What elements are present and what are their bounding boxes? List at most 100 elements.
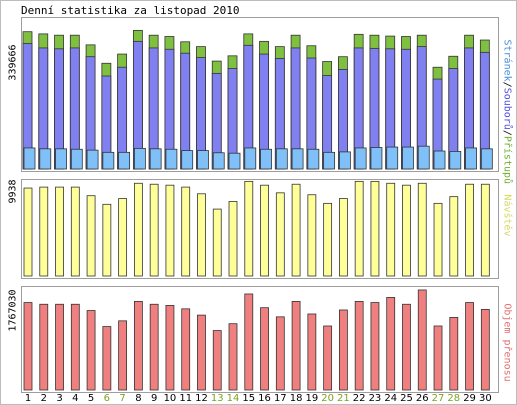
bar-stranek [402,146,414,170]
bar-navstev [449,196,459,277]
bar-navstev [338,198,348,277]
bar-navstev [86,195,96,277]
day-label: 24 [384,393,397,404]
top-panel-frame [21,17,499,172]
bar-prenos [23,302,33,391]
day-label: 11 [179,393,192,404]
bar-stranek [275,148,288,170]
day-label: 6 [104,393,110,404]
bar-stranek [23,147,36,170]
day-label: 21 [337,393,350,404]
day-label: 20 [321,393,334,404]
bar-navstev [165,184,175,277]
bar-prenos [102,326,112,391]
bar-stranek [465,147,477,170]
bar-prenos [70,303,80,391]
bar-stranek [417,145,430,170]
bar-prenos [86,310,96,391]
day-label: 2 [41,393,47,404]
day-label: 4 [72,393,78,404]
bar-navstev [118,198,128,277]
day-label: 13 [211,393,224,404]
bar-prenos [39,303,49,391]
bar-stranek [338,151,351,170]
bottom-panel-frame [21,286,499,393]
bar-navstev [55,186,64,277]
day-label: 14 [227,393,240,404]
bar-stranek [354,147,367,170]
bar-stranek [480,148,493,170]
chart-title: Denní statistika za listopad 2010 [21,4,240,17]
bar-stranek [433,150,446,170]
bar-stranek [449,151,462,170]
bar-navstev [275,192,285,277]
bar-navstev [354,180,364,277]
day-label: 5 [88,393,94,404]
bar-navstev [260,184,269,277]
day-label: 23 [369,393,382,404]
bar-prenos [480,309,490,391]
bar-stranek [244,147,257,170]
bar-navstev [70,186,80,277]
bar-prenos [417,289,427,391]
bar-navstev [102,203,112,277]
bar-stranek [260,148,272,170]
day-label: 17 [274,393,287,404]
bar-navstev [417,182,427,277]
day-label: 7 [119,393,125,404]
bar-prenos [165,305,175,391]
day-label: 10 [164,393,177,404]
bar-navstev [480,183,490,277]
day-label: 28 [447,393,460,404]
bar-prenos [244,293,254,391]
bar-prenos [386,297,396,391]
bar-prenos [181,308,191,391]
bar-prenos [465,302,474,391]
bar-stranek [149,148,162,170]
bar-navstev [307,194,317,277]
bar-stranek [291,148,304,170]
bar-navstev [228,201,238,277]
bar-stranek [70,148,83,170]
bar-prenos [307,313,317,391]
bar-stranek [323,151,336,170]
bar-navstev [133,182,143,277]
bar-navstev [291,183,301,277]
bar-navstev [386,182,396,277]
day-label: 8 [135,393,141,404]
day-label: 12 [195,393,208,404]
bar-stranek [212,152,225,170]
bar-stranek [181,150,194,170]
bar-prenos [197,314,206,391]
bar-prenos [354,301,364,391]
bar-prenos [449,317,459,391]
bar-navstev [197,193,206,277]
bar-navstev [323,202,333,277]
day-label: 19 [305,393,318,404]
bar-prenos [291,301,301,391]
bar-navstev [212,208,222,277]
bar-stranek [370,147,383,170]
bar-stranek [102,151,115,170]
bar-prenos [370,302,380,391]
bar-prenos [338,309,348,391]
bar-stranek [86,149,99,170]
bar-stranek [39,148,52,170]
bar-prenos [55,303,64,391]
bar-navstev [433,202,443,277]
day-label: 30 [479,393,492,404]
bar-stranek [165,148,178,170]
bar-navstev [465,183,474,277]
bar-navstev [149,183,159,277]
day-label: 1 [25,393,31,404]
day-label: 16 [258,393,271,404]
bar-navstev [181,186,191,277]
bar-prenos [275,316,285,391]
bar-stranek [228,152,241,170]
day-label: 15 [242,393,255,404]
bar-prenos [260,307,269,391]
bar-stranek [197,150,209,170]
bar-stranek [133,147,146,170]
bar-prenos [149,303,159,391]
